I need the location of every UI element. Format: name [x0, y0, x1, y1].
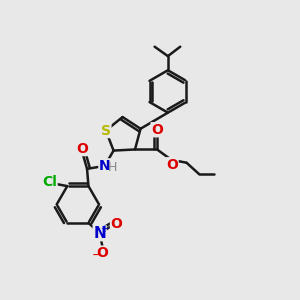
Text: +: + — [100, 224, 108, 234]
Text: N: N — [93, 226, 106, 241]
Text: Cl: Cl — [42, 175, 57, 189]
Text: S: S — [101, 124, 111, 138]
Text: O: O — [110, 217, 122, 231]
Text: −: − — [92, 249, 103, 262]
Text: O: O — [77, 142, 88, 155]
Text: O: O — [151, 123, 163, 137]
Text: H: H — [108, 161, 117, 174]
Text: O: O — [97, 246, 109, 260]
Text: N: N — [99, 159, 110, 173]
Text: O: O — [166, 158, 178, 172]
